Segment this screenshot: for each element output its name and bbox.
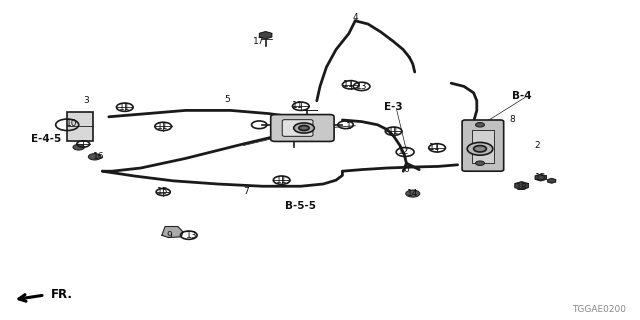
Polygon shape <box>515 182 528 189</box>
Circle shape <box>88 154 101 160</box>
Polygon shape <box>548 179 556 183</box>
Bar <box>472 130 494 163</box>
Text: E-3: E-3 <box>384 102 403 112</box>
Text: 15: 15 <box>157 188 169 196</box>
Text: 13: 13 <box>186 231 198 240</box>
Text: B-5-5: B-5-5 <box>285 201 316 212</box>
Text: 17: 17 <box>253 37 265 46</box>
FancyBboxPatch shape <box>271 115 334 141</box>
Text: FR.: FR. <box>51 288 73 301</box>
Text: 12: 12 <box>397 148 409 156</box>
Polygon shape <box>259 32 272 39</box>
Polygon shape <box>535 174 547 181</box>
Text: 5: 5 <box>225 95 230 104</box>
Text: 15: 15 <box>535 173 547 182</box>
Text: B-4: B-4 <box>512 91 531 101</box>
Text: 11: 11 <box>157 122 169 131</box>
Text: 18: 18 <box>516 183 527 192</box>
Text: 14: 14 <box>407 189 419 198</box>
Text: 11: 11 <box>292 101 303 110</box>
Text: 3: 3 <box>84 96 89 105</box>
Polygon shape <box>162 227 183 237</box>
Circle shape <box>406 190 420 197</box>
Circle shape <box>299 125 309 131</box>
Bar <box>67 112 93 141</box>
Text: 16: 16 <box>93 152 105 161</box>
Text: 11: 11 <box>343 80 355 89</box>
Text: E-4-5: E-4-5 <box>31 134 61 144</box>
Circle shape <box>476 161 484 165</box>
Text: 1: 1 <box>346 122 351 131</box>
Text: 11: 11 <box>429 143 441 152</box>
Circle shape <box>476 123 484 127</box>
Text: 11: 11 <box>276 176 287 185</box>
Text: 4: 4 <box>353 13 358 22</box>
FancyBboxPatch shape <box>282 120 313 136</box>
Text: 6: 6 <box>404 165 409 174</box>
Circle shape <box>73 144 84 150</box>
Text: TGGAE0200: TGGAE0200 <box>572 305 626 314</box>
Text: 13: 13 <box>356 82 367 91</box>
Text: 11: 11 <box>119 103 131 112</box>
Text: 8: 8 <box>509 116 515 124</box>
Text: 9: 9 <box>167 231 172 240</box>
Circle shape <box>294 123 314 133</box>
Circle shape <box>467 142 493 155</box>
Text: 2: 2 <box>535 141 540 150</box>
Circle shape <box>474 146 486 152</box>
Text: 11: 11 <box>388 127 399 136</box>
FancyBboxPatch shape <box>462 120 504 171</box>
Text: 10: 10 <box>66 119 77 128</box>
Text: 7: 7 <box>244 188 249 196</box>
